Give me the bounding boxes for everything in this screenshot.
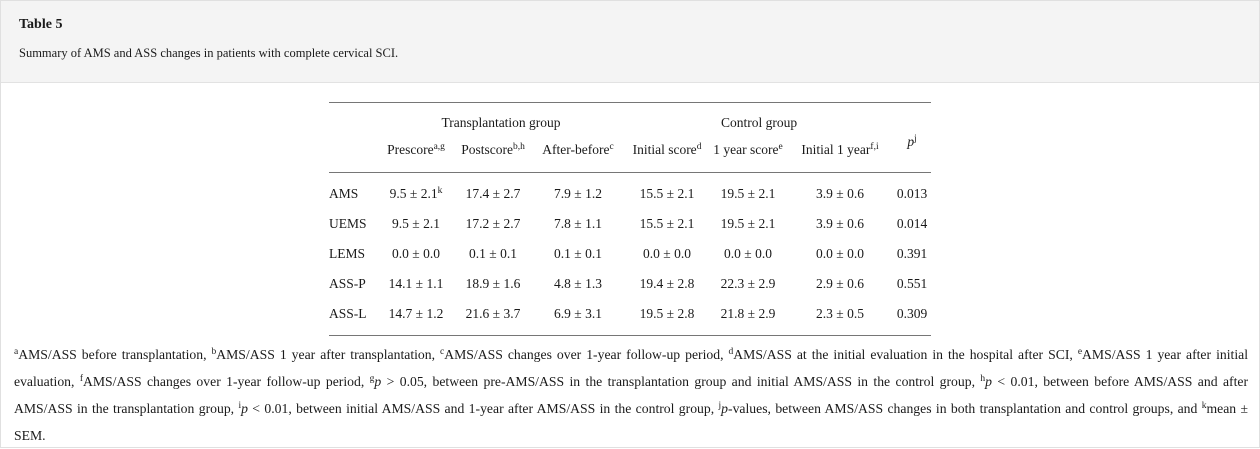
table-caption-panel: Table 5 Summary of AMS and ASS changes i… (1, 1, 1259, 83)
group-header-transplantation: Transplantation group (441, 115, 561, 130)
footnote-c: cAMS/ASS changes over 1-year follow-up p… (440, 347, 729, 362)
footnote-g: gp > 0.05, between pre-AMS/ASS in the tr… (369, 374, 981, 389)
cell-initial-1-year: 2.3 ± 0.5 (816, 306, 864, 321)
footnote-i: ip < 0.01, between initial AMS/ASS and 1… (238, 401, 719, 416)
table-row-ams: AMS 9.5 ± 2.1k 17.4 ± 2.7 7.9 ± 1.2 15.5… (329, 173, 931, 210)
table-subtitle: Summary of AMS and ASS changes in patien… (19, 46, 399, 60)
mean-sem-superscript: k (437, 186, 443, 196)
table-row-ass-p: ASS-P 14.1 ± 1.1 18.9 ± 1.6 4.8 ± 1.3 19… (329, 269, 931, 299)
cell-1-year-score: 19.5 ± 2.1 (720, 186, 776, 201)
table-row-uems: UEMS 9.5 ± 2.1 17.2 ± 2.7 7.8 ± 1.1 15.5… (329, 209, 931, 239)
column-header-row: Prescorea,g Postscoreb,h After-beforec I… (329, 134, 931, 173)
cell-1-year-score: 19.5 ± 2.1 (720, 216, 776, 231)
cell-after-before: 7.9 ± 1.2 (554, 186, 602, 201)
group-header-row: Transplantation group Control group pj (329, 103, 931, 149)
cell-initial-1-year: 3.9 ± 0.6 (816, 186, 864, 201)
footnote-k: kmean ± SEM. (14, 401, 1248, 443)
col-header-1-year-score: 1 year scoree (713, 142, 783, 157)
col-header-after-before: After-beforec (542, 142, 614, 157)
cell-after-before: 7.8 ± 1.1 (554, 216, 602, 231)
table-row-lems: LEMS 0.0 ± 0.0 0.1 ± 0.1 0.1 ± 0.1 0.0 ±… (329, 239, 931, 269)
table-title: Table 5 (19, 17, 63, 32)
footnote-e: eAMS/ASS 1 year after initial evaluation… (14, 347, 1248, 389)
cell-prescore: 9.5 ± 2.1k (389, 186, 443, 201)
cell-1-year-score: 0.0 ± 0.0 (724, 246, 772, 261)
col-header-postscore: Postscoreb,h (461, 142, 525, 157)
cell-initial-score: 19.5 ± 2.8 (639, 306, 695, 321)
cell-prescore: 0.0 ± 0.0 (392, 246, 440, 261)
cell-1-year-score: 22.3 ± 2.9 (720, 276, 776, 291)
cell-initial-score: 19.4 ± 2.8 (639, 276, 695, 291)
cell-initial-score: 15.5 ± 2.1 (639, 216, 695, 231)
cell-p-value: 0.013 (896, 186, 928, 201)
col-header-p: pj (893, 103, 931, 173)
col-header-initial-1-year: Initial 1 yearf,i (801, 142, 879, 157)
col-header-prescore: Prescorea,g (387, 142, 445, 157)
p-superscript: j (914, 134, 917, 144)
cell-after-before: 4.8 ± 1.3 (554, 276, 602, 291)
cell-prescore: 9.5 ± 2.1 (392, 216, 440, 231)
table-row-ass-l: ASS-L 14.7 ± 1.2 21.6 ± 3.7 6.9 ± 3.1 19… (329, 299, 931, 336)
empty-corner-cell (329, 103, 377, 135)
cell-prescore: 14.1 ± 1.1 (388, 276, 444, 291)
row-label: ASS-L (329, 306, 367, 321)
cell-after-before: 6.9 ± 3.1 (554, 306, 602, 321)
table-footnotes: aAMS/ASS before transplantation, bAMS/AS… (14, 341, 1248, 449)
cell-postscore: 21.6 ± 3.7 (465, 306, 521, 321)
empty-label-cell (329, 134, 377, 173)
cell-p-value: 0.391 (896, 246, 928, 261)
col-header-initial-score: Initial scored (632, 142, 702, 157)
cell-prescore: 14.7 ± 1.2 (388, 306, 444, 321)
cell-postscore: 17.2 ± 2.7 (465, 216, 521, 231)
group-header-control: Control group (720, 115, 798, 130)
cell-initial-1-year: 2.9 ± 0.6 (816, 276, 864, 291)
cell-after-before: 0.1 ± 0.1 (554, 246, 602, 261)
summary-table: Transplantation group Control group pj P… (329, 102, 932, 336)
row-label: AMS (329, 186, 359, 201)
cell-initial-1-year: 3.9 ± 0.6 (816, 216, 864, 231)
row-label: UEMS (329, 216, 367, 231)
p-symbol: p (907, 134, 915, 149)
cell-postscore: 0.1 ± 0.1 (469, 246, 517, 261)
cell-postscore: 18.9 ± 1.6 (465, 276, 521, 291)
footnote-j: jp-values, between AMS/ASS changes in bo… (718, 401, 1202, 416)
footnote-a: aAMS/ASS before transplantation, (14, 347, 212, 362)
cell-1-year-score: 21.8 ± 2.9 (720, 306, 776, 321)
cell-p-value: 0.309 (896, 306, 928, 321)
footnote-d: dAMS/ASS at the initial evaluation in th… (728, 347, 1078, 362)
row-label: ASS-P (329, 276, 366, 291)
row-label: LEMS (329, 246, 366, 261)
footnote-h: hp < 0.01, between before AMS/ASS and af… (14, 374, 1249, 416)
cell-initial-score: 15.5 ± 2.1 (639, 186, 695, 201)
footnote-b: bAMS/ASS 1 year after transplantation, (211, 347, 441, 362)
footnote-f: fAMS/ASS changes over 1-year follow-up p… (79, 374, 370, 389)
cell-p-value: 0.551 (896, 276, 928, 291)
summary-table-container: Transplantation group Control group pj P… (329, 102, 932, 336)
cell-initial-1-year: 0.0 ± 0.0 (816, 246, 864, 261)
cell-initial-score: 0.0 ± 0.0 (643, 246, 691, 261)
cell-postscore: 17.4 ± 2.7 (465, 186, 521, 201)
cell-p-value: 0.014 (896, 216, 928, 231)
